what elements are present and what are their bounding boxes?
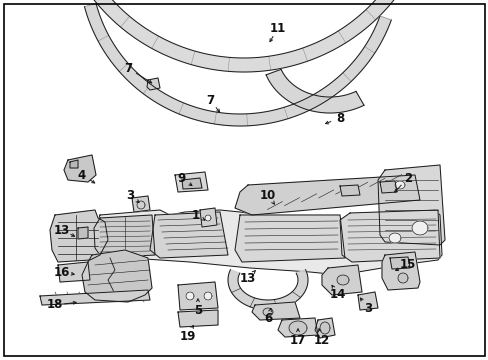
Polygon shape — [394, 181, 404, 189]
Polygon shape — [235, 215, 345, 262]
Polygon shape — [178, 310, 218, 327]
Text: 6: 6 — [264, 311, 271, 324]
Polygon shape — [70, 160, 78, 168]
Polygon shape — [339, 185, 359, 196]
Polygon shape — [95, 210, 441, 275]
Polygon shape — [251, 302, 299, 320]
Polygon shape — [84, 4, 390, 126]
Polygon shape — [377, 165, 444, 245]
Polygon shape — [185, 292, 194, 300]
Text: 3: 3 — [363, 302, 371, 315]
Polygon shape — [82, 250, 152, 302]
Polygon shape — [52, 0, 432, 72]
Polygon shape — [182, 178, 202, 189]
Polygon shape — [147, 78, 160, 90]
Polygon shape — [78, 227, 88, 239]
Text: 4: 4 — [78, 168, 86, 181]
Polygon shape — [58, 262, 90, 282]
Polygon shape — [321, 265, 361, 295]
Polygon shape — [150, 212, 227, 258]
Polygon shape — [389, 257, 409, 269]
Polygon shape — [278, 318, 317, 337]
Polygon shape — [40, 290, 150, 305]
Text: 7: 7 — [205, 94, 214, 107]
Text: 10: 10 — [259, 189, 276, 202]
Polygon shape — [203, 292, 212, 300]
Polygon shape — [132, 196, 150, 212]
Polygon shape — [381, 252, 419, 290]
Text: 11: 11 — [269, 22, 285, 35]
Polygon shape — [288, 321, 306, 335]
Polygon shape — [357, 292, 377, 310]
Polygon shape — [64, 155, 96, 182]
Text: 18: 18 — [47, 298, 63, 311]
Text: 19: 19 — [180, 329, 196, 342]
Text: 2: 2 — [403, 171, 411, 185]
Polygon shape — [388, 233, 400, 243]
Polygon shape — [200, 208, 217, 227]
Text: 7: 7 — [123, 62, 132, 75]
Text: 12: 12 — [313, 333, 329, 346]
Polygon shape — [314, 318, 334, 338]
Polygon shape — [94, 215, 155, 258]
Text: 8: 8 — [335, 112, 344, 125]
Text: 5: 5 — [193, 303, 202, 316]
Text: 13: 13 — [240, 271, 256, 284]
Polygon shape — [227, 270, 307, 310]
Text: 15: 15 — [399, 258, 415, 271]
Text: 13: 13 — [54, 224, 70, 237]
Polygon shape — [319, 322, 329, 334]
Polygon shape — [178, 282, 218, 310]
Polygon shape — [265, 69, 363, 113]
Polygon shape — [339, 210, 439, 262]
Polygon shape — [336, 275, 348, 285]
Polygon shape — [263, 308, 272, 316]
Polygon shape — [204, 215, 210, 221]
Text: 3: 3 — [126, 189, 134, 202]
Polygon shape — [379, 181, 396, 193]
Polygon shape — [235, 175, 419, 215]
Text: 9: 9 — [178, 171, 186, 185]
Text: 1: 1 — [192, 208, 200, 221]
Text: 17: 17 — [289, 333, 305, 346]
Polygon shape — [411, 221, 427, 235]
Polygon shape — [175, 172, 207, 192]
Polygon shape — [50, 210, 108, 262]
Text: 16: 16 — [54, 266, 70, 279]
Text: 14: 14 — [329, 288, 346, 302]
Polygon shape — [397, 273, 407, 283]
